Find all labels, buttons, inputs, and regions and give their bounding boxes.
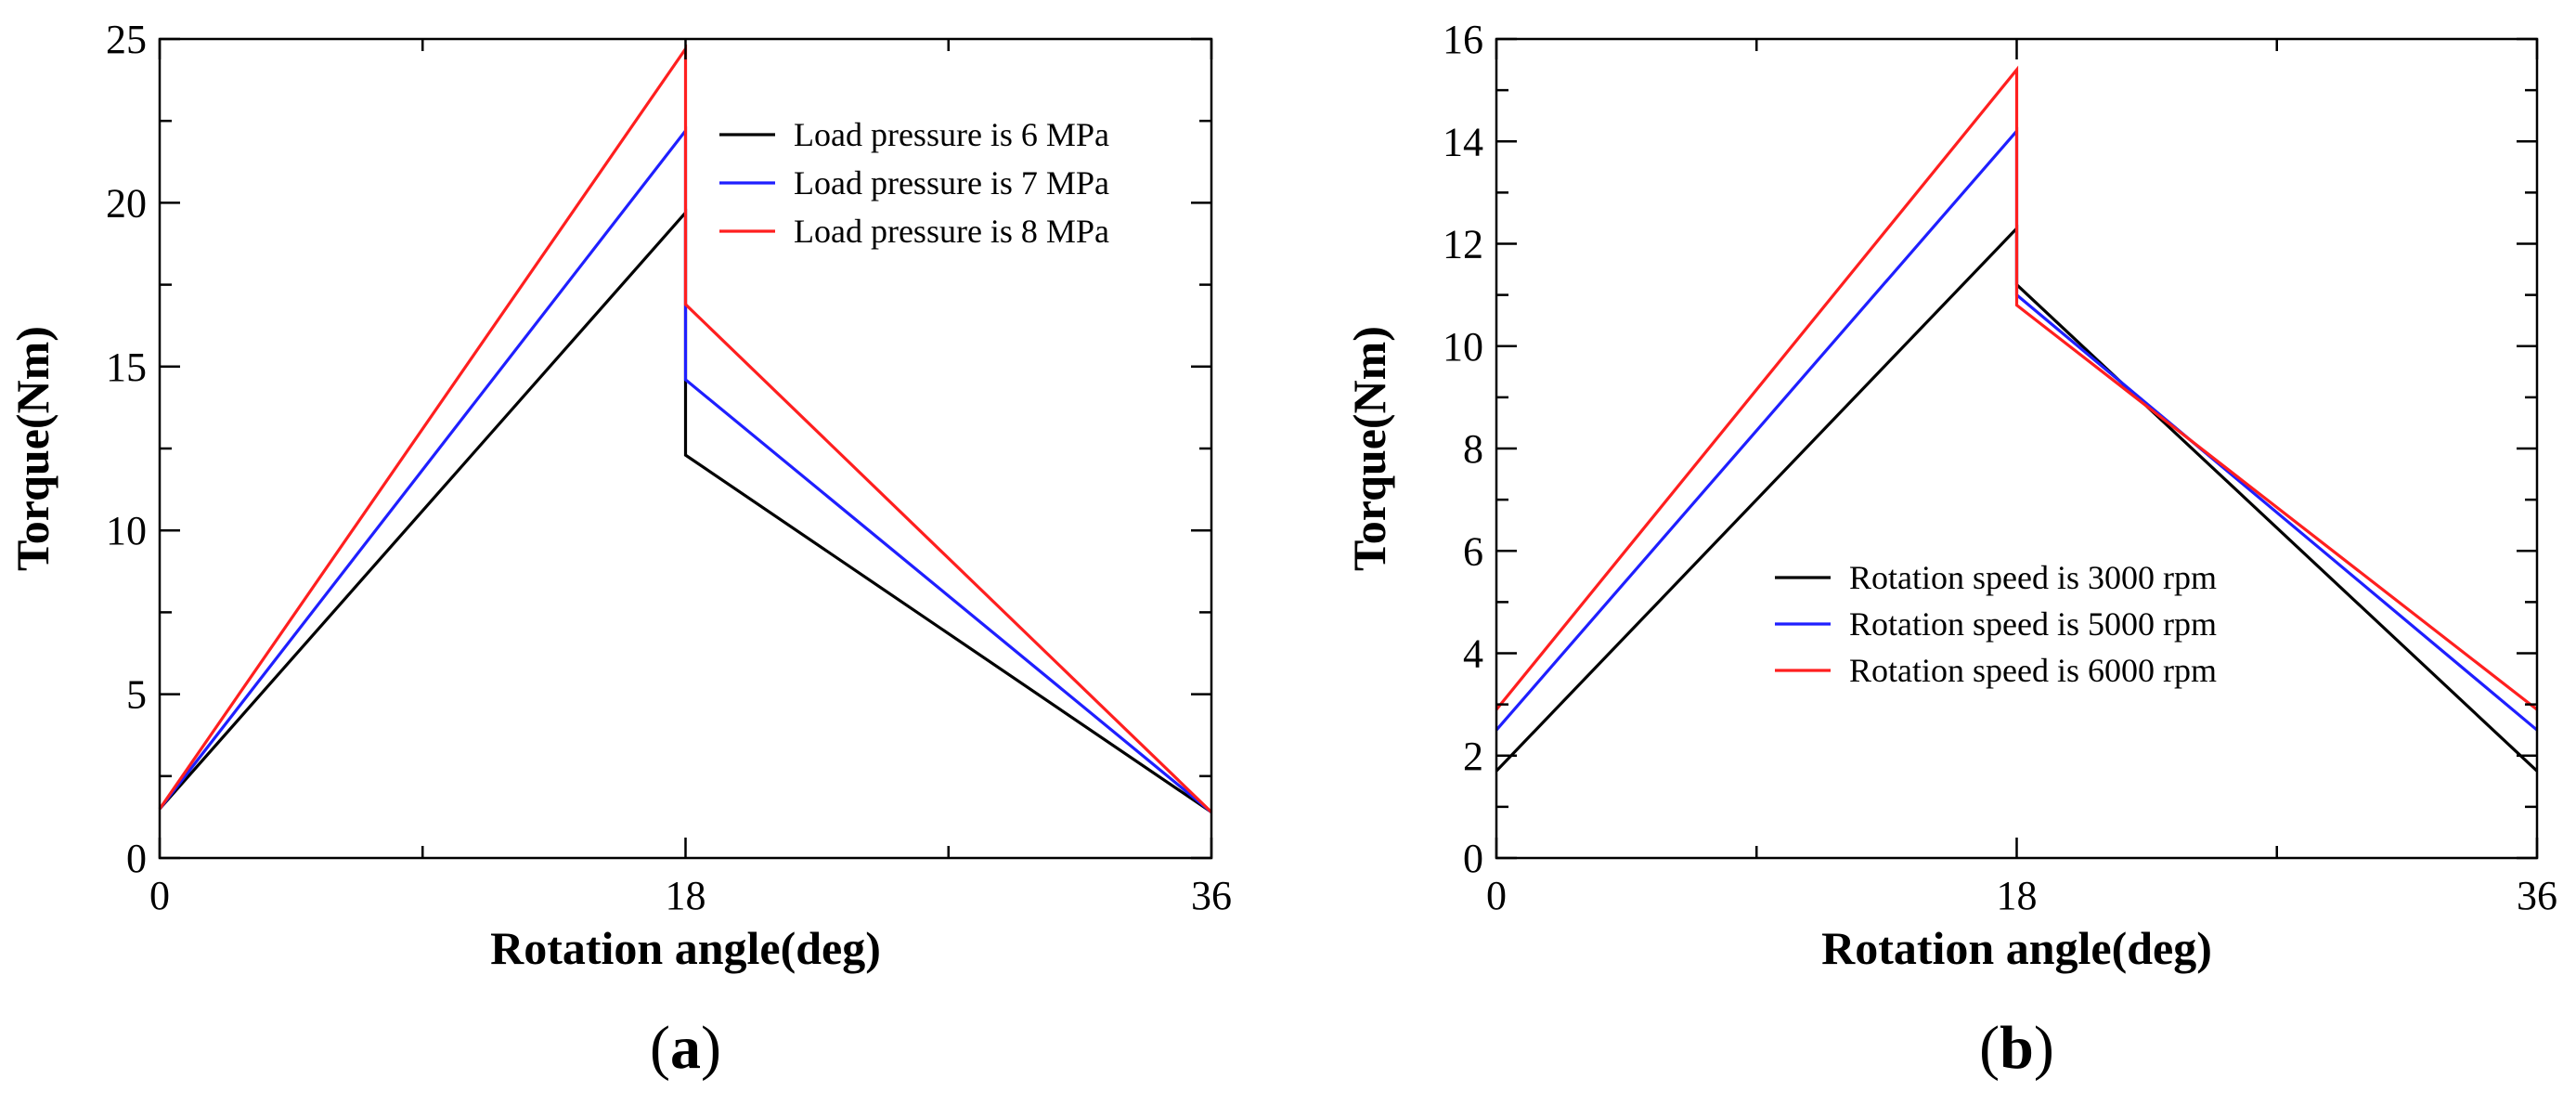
legend-label-1: Load pressure is 6 MPa <box>794 116 1109 153</box>
x-tick-label: 18 <box>1997 873 2038 918</box>
panel-label-close: ) <box>2034 1014 2054 1082</box>
y-tick-label: 12 <box>1443 222 1483 267</box>
y-tick-label: 4 <box>1463 631 1483 677</box>
y-tick-label: 10 <box>1443 324 1483 370</box>
panel-label-open: ( <box>650 1014 670 1082</box>
y-tick-label: 20 <box>106 180 147 226</box>
legend-label-2: Rotation speed is 5000 rpm <box>1849 605 2217 643</box>
legend-label-3: Rotation speed is 6000 rpm <box>1849 652 2217 689</box>
y-tick-label: 0 <box>126 836 147 881</box>
y-tick-label: 8 <box>1463 426 1483 472</box>
panel-label-open: ( <box>1979 1014 2000 1082</box>
legend-label-1: Rotation speed is 3000 rpm <box>1849 559 2217 596</box>
y-axis-title: Torque(Nm) <box>1343 326 1395 571</box>
panel-a-chart: 0 18 36 0 5 10 15 20 25 Rotation angle(deg) Torque… <box>6 17 1232 1082</box>
y-tick-label: 10 <box>106 508 147 553</box>
x-tick-label: 36 <box>1191 873 1232 918</box>
legend: Rotation speed is 3000 rpm Rotation speed… <box>1775 559 2217 689</box>
series-line-3 <box>1495 65 2538 711</box>
x-axis-title: Rotation angle(deg) <box>490 922 881 974</box>
y-tick-label: 0 <box>1463 836 1483 881</box>
legend: Load pressure is 6 MPa Load pressure is 7… <box>719 116 1109 250</box>
panel-label-letter: a <box>670 1014 701 1082</box>
panel-label-letter: b <box>2000 1014 2034 1082</box>
panel-label-close: ) <box>701 1014 721 1082</box>
y-tick-label: 15 <box>106 344 147 390</box>
legend-label-3: Load pressure is 8 MPa <box>794 213 1109 250</box>
x-tick-label: 18 <box>666 873 706 918</box>
legend-label-2: Load pressure is 7 MPa <box>794 164 1109 202</box>
y-axis-title: Torque(Nm) <box>6 326 58 571</box>
x-axis-title: Rotation angle(deg) <box>1821 922 2212 974</box>
x-tick-label: 36 <box>2517 873 2557 918</box>
y-tick-label: 25 <box>106 17 147 62</box>
panel-label: (b) <box>1979 1014 2054 1082</box>
y-tick-label: 5 <box>126 672 147 718</box>
y-tick-label: 16 <box>1443 17 1483 62</box>
series-line-1 <box>1495 225 2539 773</box>
panel-b-chart: 0 18 36 0 2 4 6 8 10 12 14 16 Rotation angle(deg) Tor… <box>1343 17 2557 1082</box>
panel-label: (a) <box>650 1014 721 1082</box>
series-line-3 <box>158 44 1213 813</box>
y-tick-label: 6 <box>1463 528 1483 574</box>
x-tick-label: 0 <box>1486 873 1507 918</box>
y-tick-label: 14 <box>1443 119 1483 164</box>
x-tick-label: 0 <box>149 873 170 918</box>
y-tick-label: 2 <box>1463 734 1483 779</box>
